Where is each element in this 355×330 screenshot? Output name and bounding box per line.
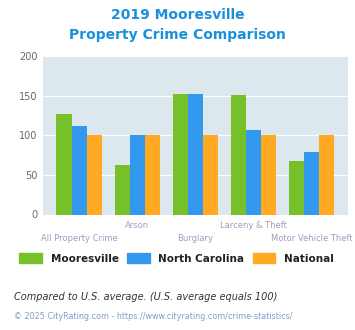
Bar	[319, 135, 334, 214]
Bar	[173, 94, 188, 214]
Text: Larceny & Theft: Larceny & Theft	[220, 221, 287, 230]
Text: © 2025 CityRating.com - https://www.cityrating.com/crime-statistics/: © 2025 CityRating.com - https://www.city…	[14, 312, 293, 321]
Bar	[261, 135, 276, 214]
Bar	[231, 95, 246, 214]
Bar	[130, 135, 145, 214]
Bar	[203, 135, 218, 214]
Text: All Property Crime: All Property Crime	[41, 234, 118, 243]
Text: Motor Vehicle Theft: Motor Vehicle Theft	[271, 234, 352, 243]
Bar	[304, 152, 319, 214]
Bar	[72, 126, 87, 214]
Bar	[87, 135, 102, 214]
Text: 2019 Mooresville: 2019 Mooresville	[111, 8, 244, 22]
Bar	[289, 161, 304, 214]
Bar	[145, 135, 160, 214]
Text: Property Crime Comparison: Property Crime Comparison	[69, 28, 286, 42]
Bar	[115, 165, 130, 214]
Legend: Mooresville, North Carolina, National: Mooresville, North Carolina, National	[20, 253, 334, 264]
Bar	[56, 114, 72, 214]
Text: Compared to U.S. average. (U.S. average equals 100): Compared to U.S. average. (U.S. average …	[14, 292, 278, 302]
Bar	[246, 130, 261, 214]
Text: Arson: Arson	[125, 221, 149, 230]
Text: Burglary: Burglary	[177, 234, 213, 243]
Bar	[188, 94, 203, 214]
